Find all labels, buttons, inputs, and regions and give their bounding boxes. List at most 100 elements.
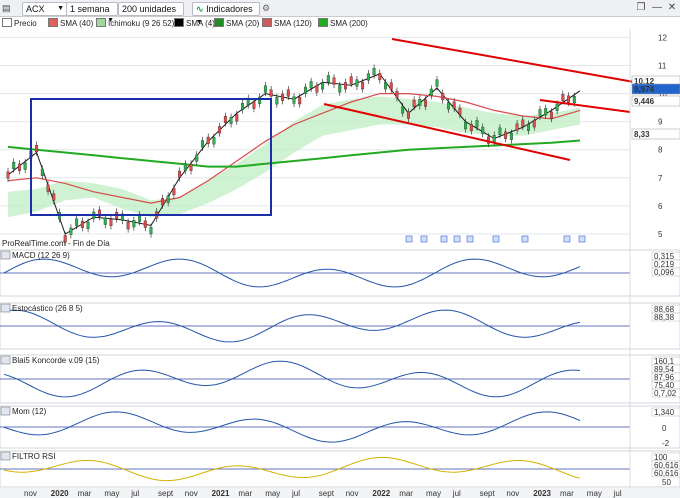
x-tick-label: 2021	[212, 489, 230, 498]
candle-body	[555, 103, 559, 111]
restore-window-icon[interactable]: ❐	[636, 2, 646, 13]
series-line-sma-200-	[7, 139, 581, 168]
indicator-value-label: 88,68	[654, 305, 675, 314]
candle-body	[63, 235, 67, 243]
candle-body	[160, 198, 164, 206]
indicator-panel-title: FILTRO RSI	[12, 452, 55, 461]
candle-body	[143, 220, 147, 228]
x-tick-label: jul	[130, 489, 139, 498]
x-tick-label: nov	[346, 489, 359, 498]
indicator-value-label: 0,096	[654, 268, 675, 277]
indicator-panel-title: MACD (12 26 9)	[12, 251, 70, 260]
candle-body	[406, 111, 410, 119]
legend-label: Precio	[14, 19, 37, 28]
legend-item[interactable]: SMA (20)	[214, 18, 259, 28]
legend-label: SMA (4)	[186, 19, 215, 28]
candle-body	[446, 102, 450, 110]
candle-body	[549, 111, 553, 119]
legend-item[interactable]: SMA (40)	[48, 18, 93, 28]
x-tick-label: sept	[480, 489, 496, 498]
x-tick-label: jul	[452, 489, 461, 498]
price-tick-label: 11	[658, 62, 667, 71]
x-tick-label: sept	[158, 489, 174, 498]
candle-body	[389, 82, 393, 90]
candle-body	[235, 114, 239, 122]
legend-item[interactable]: SMA (120)	[262, 18, 312, 28]
candle-body	[241, 102, 244, 111]
indicator-tick-label: 0	[662, 424, 667, 433]
indicator-value-label: 0,7,02	[654, 389, 677, 398]
legend-label: Ichimoku (9 26 52)	[108, 19, 175, 28]
candle-body	[412, 99, 416, 107]
legend-swatch	[96, 18, 106, 27]
options-icon[interactable]: ⚙	[262, 3, 271, 13]
candle-body	[223, 115, 227, 124]
legend-item[interactable]: Ichimoku (9 26 52)	[96, 18, 174, 28]
close-window-icon[interactable]: ✕	[667, 2, 677, 13]
candle-body	[366, 73, 370, 81]
price-tick-label: 8	[658, 146, 663, 155]
candle-body	[429, 88, 433, 96]
minimize-window-icon[interactable]: —	[652, 2, 662, 13]
chart-menu-icon[interactable]: ▤	[2, 3, 11, 13]
indicators-icon: ∿	[196, 4, 204, 14]
dividend-marker	[440, 235, 448, 243]
price-label: 9,446	[634, 97, 655, 106]
candle-body	[338, 85, 342, 93]
indicator-panel-title: Mom (12)	[12, 407, 47, 416]
candle-body	[544, 108, 548, 116]
x-tick-label: sept	[319, 489, 335, 498]
indicators-button[interactable]: ∿ Indicadores ▼	[192, 2, 260, 26]
candle-body	[12, 161, 16, 170]
x-tick-label: jul	[613, 489, 622, 498]
annotation-box	[30, 98, 272, 216]
indicator-value-label: 88,38	[654, 313, 675, 322]
units-label: 200 unidades	[122, 4, 177, 14]
indicator-value-box	[651, 312, 680, 322]
candle-body	[263, 85, 267, 93]
candle-body	[269, 89, 273, 97]
candle-body	[6, 171, 10, 179]
legend-item[interactable]: SMA (4)	[174, 18, 215, 28]
candle-body	[195, 154, 199, 162]
panel-toggle-icon	[0, 355, 11, 365]
candle-body	[326, 75, 330, 83]
legend-item[interactable]: SMA (200)	[318, 18, 368, 28]
price-label-box	[631, 83, 680, 95]
period-label: 1 semana	[70, 4, 110, 14]
dividend-marker	[466, 235, 474, 243]
candle-body	[212, 137, 216, 145]
trendline-mid	[539, 99, 631, 113]
candle-body	[509, 132, 513, 140]
toolbar: ▤ ACX ▼ 1 semana ▼ 200 unidades ▼ ∿ Indi…	[0, 0, 680, 26]
candle-body	[286, 89, 290, 97]
period-selector[interactable]: 1 semana ▼	[66, 2, 118, 24]
indicator-value-label: 89,54	[654, 365, 675, 374]
candle-body	[378, 73, 382, 81]
indicator-line	[3, 309, 581, 343]
candle-body	[452, 101, 456, 109]
symbol-selector[interactable]: ACX ▼	[22, 2, 68, 16]
candle-body	[492, 135, 496, 143]
indicator-legend: Precio SMA (40) Ichimoku (9 26 52) SMA (4) S…	[0, 17, 680, 29]
candle-body	[361, 82, 365, 90]
candle-body	[149, 227, 153, 235]
indicator-line	[3, 411, 581, 443]
legend-item[interactable]: Precio	[2, 18, 37, 28]
indicator-value-label: 1,340	[654, 408, 675, 417]
panel-toggle-icon	[0, 406, 11, 416]
x-tick-label: 2022	[372, 489, 390, 498]
indicator-line	[3, 456, 581, 482]
x-tick-label: mar	[560, 489, 574, 498]
candle-body	[201, 140, 204, 148]
price-label-box	[631, 128, 680, 140]
indicator-value-label: 60,616	[654, 469, 679, 478]
candle-body	[206, 136, 210, 144]
candle-body	[395, 90, 399, 99]
candle-body	[372, 68, 376, 76]
units-selector[interactable]: 200 unidades ▼	[118, 2, 184, 24]
candle-body	[98, 209, 101, 217]
panel-toggle-icon	[0, 250, 11, 260]
x-tick-label: may	[587, 489, 602, 498]
x-tick-label: mar	[78, 489, 92, 498]
